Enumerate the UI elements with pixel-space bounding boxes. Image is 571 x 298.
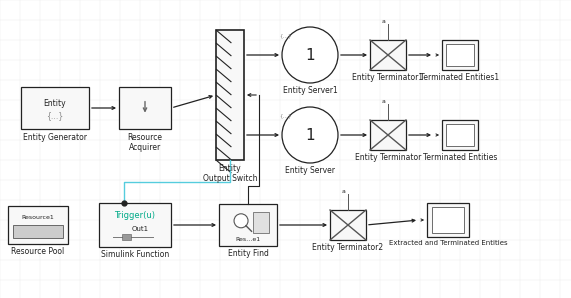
Bar [427, 203, 469, 237]
Bar [252, 212, 269, 232]
Circle shape [282, 107, 338, 163]
Text: Entity Terminator2: Entity Terminator2 [312, 243, 384, 252]
Bar [13, 225, 63, 238]
Text: Extracted and Terminated Entities: Extracted and Terminated Entities [389, 240, 507, 246]
Bar [119, 87, 171, 129]
Text: 1: 1 [305, 128, 315, 142]
Text: Simulink Function: Simulink Function [101, 250, 169, 259]
Bar [442, 40, 478, 70]
Text: Out1: Out1 [131, 226, 148, 232]
Text: Resource1: Resource1 [22, 215, 54, 220]
Bar [21, 87, 89, 129]
Text: 1: 1 [305, 47, 315, 63]
Text: Entity Find: Entity Find [228, 249, 268, 258]
Bar [219, 204, 277, 246]
Bar [330, 210, 366, 240]
Text: Entity Server: Entity Server [285, 166, 335, 175]
Text: Terminated Entities1: Terminated Entities1 [420, 73, 500, 82]
Text: {…}: {…} [46, 111, 63, 120]
Bar [447, 44, 474, 66]
Text: Entity
Output Switch: Entity Output Switch [203, 164, 258, 183]
Circle shape [234, 214, 248, 228]
Text: {…}: {…} [280, 33, 292, 38]
Bar [370, 120, 406, 150]
Bar [432, 207, 464, 233]
Text: Entity Generator: Entity Generator [23, 133, 87, 142]
Text: {…}: {…} [280, 113, 292, 118]
Text: Trigger(u): Trigger(u) [115, 211, 155, 220]
Text: a: a [382, 99, 386, 104]
Circle shape [282, 27, 338, 83]
Bar [122, 234, 131, 240]
Bar [216, 30, 244, 160]
Text: Res…e1: Res…e1 [235, 237, 260, 242]
Bar [8, 206, 68, 244]
Bar [442, 120, 478, 150]
Text: Entity: Entity [44, 99, 66, 108]
Bar [370, 40, 406, 70]
Text: Resource Pool: Resource Pool [11, 247, 65, 256]
Bar [447, 124, 474, 146]
Bar [99, 203, 171, 247]
Text: a: a [342, 189, 346, 194]
Text: a: a [382, 19, 386, 24]
Text: Entity Terminator1: Entity Terminator1 [352, 73, 424, 82]
Text: Terminated Entities: Terminated Entities [423, 153, 497, 162]
Text: Entity Server1: Entity Server1 [283, 86, 337, 95]
Text: Entity Terminator: Entity Terminator [355, 153, 421, 162]
Text: Resource
Acquirer: Resource Acquirer [127, 133, 163, 152]
